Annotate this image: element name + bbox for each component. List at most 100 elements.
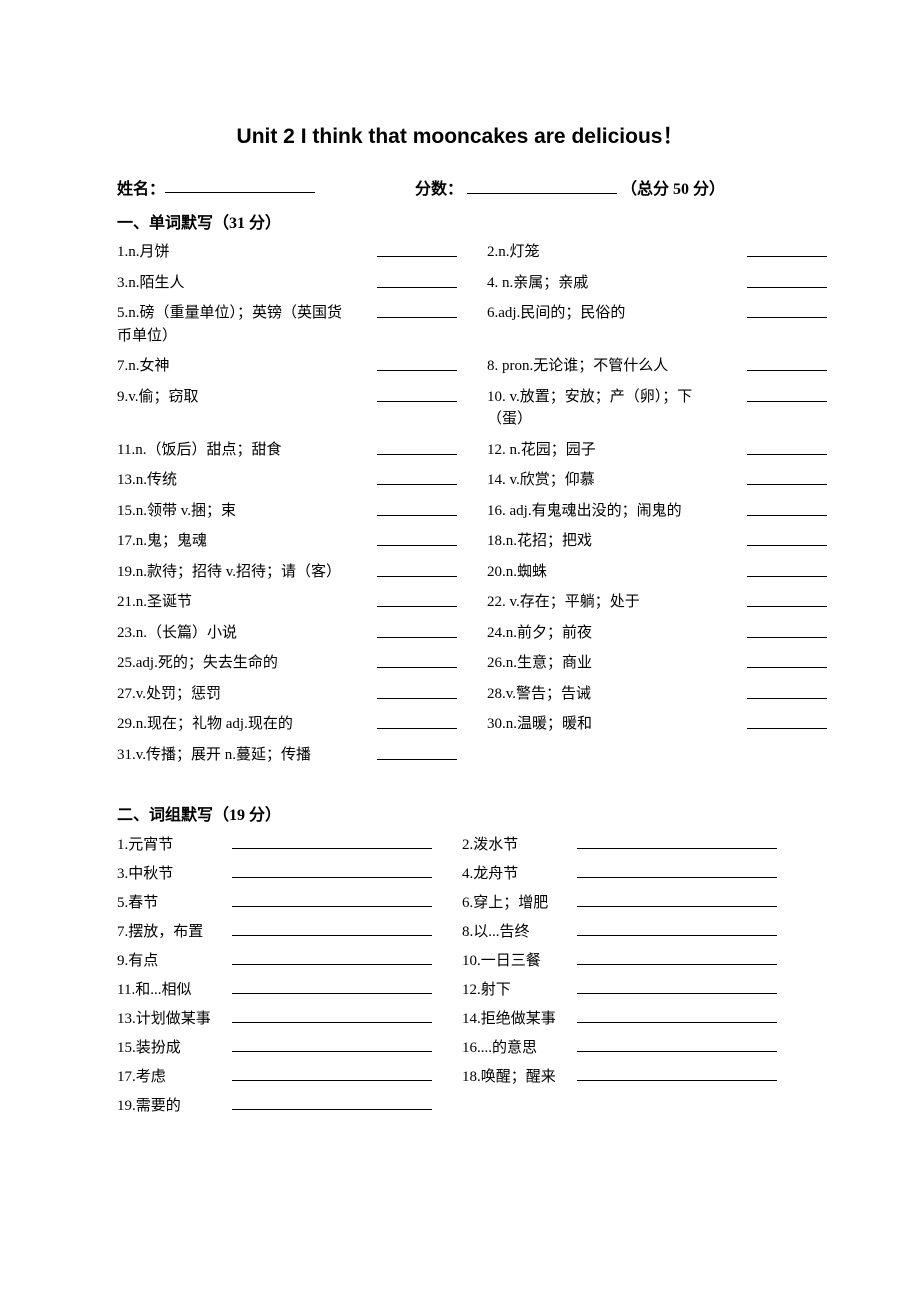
answer-line xyxy=(377,561,457,577)
answer-line xyxy=(577,891,777,907)
word-item: 26.n.生意；商业 xyxy=(487,652,717,675)
section2-grid: 1.元宵节2.泼水节3.中秋节4.龙舟节5.春节6.穿上；增肥7.摆放，布置8.… xyxy=(117,833,803,1115)
answer-line xyxy=(232,1094,432,1110)
word-item: 25.adj.死的；失去生命的 xyxy=(117,652,347,675)
phrase-item: 19.需要的 xyxy=(117,1094,227,1115)
phrase-item: 18.唤醒；醒来 xyxy=(462,1065,572,1086)
word-item: 7.n.女神 xyxy=(117,355,347,378)
answer-line xyxy=(232,862,432,878)
name-underline xyxy=(165,175,315,193)
word-item: 28.v.警告；告诫 xyxy=(487,683,717,706)
answer-line xyxy=(747,561,827,577)
phrase-item: 9.有点 xyxy=(117,949,227,970)
answer-line xyxy=(747,530,827,546)
word-item: 27.v.处罚；惩罚 xyxy=(117,683,347,706)
word-item: 20.n.蜘蛛 xyxy=(487,561,717,584)
word-item: 31.v.传播；展开 n.蔓延；传播 xyxy=(117,744,347,767)
word-item: 14. v.欣赏；仰慕 xyxy=(487,469,717,492)
answer-line xyxy=(747,439,827,455)
answer-line xyxy=(747,652,827,668)
answer-line xyxy=(377,355,457,371)
answer-line xyxy=(747,355,827,371)
phrase-item: 12.射下 xyxy=(462,978,572,999)
header-row: 姓名： 分数： （总分 50 分） xyxy=(117,175,803,199)
phrase-item: 4.龙舟节 xyxy=(462,862,572,883)
answer-line xyxy=(232,978,432,994)
score-underline xyxy=(467,176,617,194)
answer-line xyxy=(747,272,827,288)
answer-line xyxy=(577,920,777,936)
answer-line xyxy=(747,683,827,699)
answer-line xyxy=(747,469,827,485)
answer-line xyxy=(577,978,777,994)
word-item: 2.n.灯笼 xyxy=(487,241,717,264)
answer-line xyxy=(747,591,827,607)
word-item: 30.n.温暖；暖和 xyxy=(487,713,717,736)
phrase-item: 8.以...告终 xyxy=(462,920,572,941)
word-item: 24.n.前夕；前夜 xyxy=(487,622,717,645)
word-item: 9.v.偷；窃取 xyxy=(117,386,347,409)
answer-line xyxy=(377,683,457,699)
word-item: 19.n.款待；招待 v.招待；请（客） xyxy=(117,561,347,584)
answer-line xyxy=(747,500,827,516)
answer-line xyxy=(232,833,432,849)
word-item: 8. pron.无论谁；不管什么人 xyxy=(487,355,717,378)
answer-line xyxy=(377,500,457,516)
answer-line xyxy=(747,386,827,402)
section1-grid: 1.n.月饼 2.n.灯笼 3.n.陌生人 4. n.亲属；亲戚 5.n.磅（重量单位）… xyxy=(117,241,803,766)
answer-line xyxy=(377,652,457,668)
section1-title: 一、单词默写（31 分） xyxy=(117,209,803,233)
answer-line xyxy=(377,622,457,638)
word-item: 29.n.现在；礼物 adj.现在的 xyxy=(117,713,347,736)
phrase-item: 15.装扮成 xyxy=(117,1036,227,1057)
answer-line xyxy=(232,1036,432,1052)
word-item: 13.n.传统 xyxy=(117,469,347,492)
answer-line xyxy=(377,439,457,455)
word-item: 15.n.领带 v.捆；束 xyxy=(117,500,347,523)
word-item: 3.n.陌生人 xyxy=(117,272,347,295)
word-item: 23.n.（长篇）小说 xyxy=(117,622,347,645)
total-label: （总分 50 分） xyxy=(621,181,725,198)
phrase-item: 10.一日三餐 xyxy=(462,949,572,970)
phrase-item: 6.穿上；增肥 xyxy=(462,891,572,912)
answer-line xyxy=(377,744,457,760)
word-item: 4. n.亲属；亲戚 xyxy=(487,272,717,295)
name-label: 姓名： xyxy=(117,175,165,199)
answer-line xyxy=(577,1007,777,1023)
answer-line xyxy=(747,241,827,257)
answer-line xyxy=(232,920,432,936)
answer-line xyxy=(232,1007,432,1023)
answer-line xyxy=(747,622,827,638)
answer-line xyxy=(232,1065,432,1081)
answer-line xyxy=(577,1065,777,1081)
section2-title: 二、词组默写（19 分） xyxy=(117,801,803,825)
answer-line xyxy=(747,302,827,318)
word-item: 12. n.花园；园子 xyxy=(487,439,717,462)
answer-line xyxy=(377,302,457,318)
answer-line xyxy=(747,713,827,729)
phrase-item: 2.泼水节 xyxy=(462,833,572,854)
phrase-item: 7.摆放，布置 xyxy=(117,920,227,941)
word-item: 18.n.花招；把戏 xyxy=(487,530,717,553)
word-item: 10. v.放置；安放；产（卵）；下（蛋） xyxy=(487,386,717,431)
answer-line xyxy=(577,1036,777,1052)
answer-line xyxy=(377,591,457,607)
answer-line xyxy=(377,469,457,485)
answer-line xyxy=(377,272,457,288)
word-item: 6.adj.民间的；民俗的 xyxy=(487,302,717,325)
answer-line xyxy=(377,386,457,402)
score-label: 分数： xyxy=(415,181,463,198)
answer-line xyxy=(377,530,457,546)
phrase-item: 11.和...相似 xyxy=(117,978,227,999)
answer-line xyxy=(232,891,432,907)
word-item: 1.n.月饼 xyxy=(117,241,347,264)
word-item: 22. v.存在；平躺；处于 xyxy=(487,591,717,614)
answer-line xyxy=(232,949,432,965)
word-item: 5.n.磅（重量单位）；英镑（英国货币单位） xyxy=(117,302,347,347)
word-item: 17.n.鬼；鬼魂 xyxy=(117,530,347,553)
phrase-item: 14.拒绝做某事 xyxy=(462,1007,572,1028)
word-item: 11.n.（饭后）甜点；甜食 xyxy=(117,439,347,462)
word-item: 16. adj.有鬼魂出没的；闹鬼的 xyxy=(487,500,717,523)
answer-line xyxy=(577,862,777,878)
phrase-item: 3.中秋节 xyxy=(117,862,227,883)
